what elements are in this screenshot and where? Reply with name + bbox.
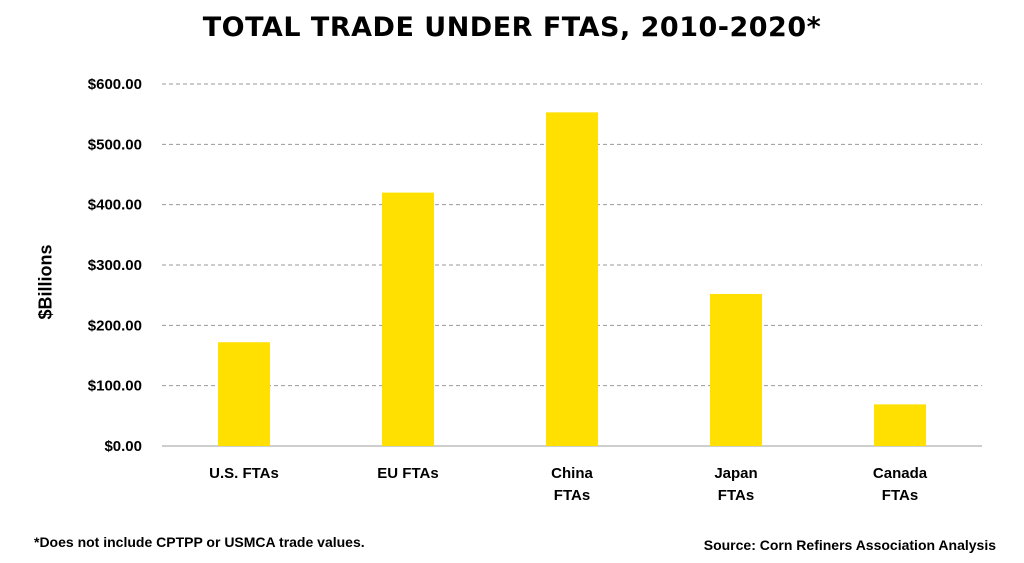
category-labels: U.S. FTAs EU FTAs China FTAs Japan FTAs Canada… (209, 465, 928, 504)
x-tick-label: Japan FTAs (714, 465, 757, 504)
y-tick-labels: $0.00 $100.00 $200.00 $300.00 $400.00 $500.00… (88, 76, 142, 455)
y-tick-label: $500.00 (88, 136, 142, 153)
chart-title: TOTAL TRADE UNDER FTAS, 2010-2020* (202, 12, 822, 43)
footnote: *Does not include CPTPP or USMCA trade v… (34, 534, 365, 550)
y-tick-label: $300.00 (88, 257, 142, 274)
y-tick-label: $100.00 (88, 378, 142, 395)
x-tick-label: China FTAs (551, 465, 593, 504)
bar (546, 112, 598, 447)
y-tick-label: $600.00 (88, 76, 142, 93)
bar (218, 342, 270, 446)
y-tick-label: $200.00 (88, 317, 142, 334)
bar (710, 293, 762, 446)
x-tick-label: U.S. FTAs (209, 465, 279, 482)
y-tick-label: $0.00 (104, 438, 142, 455)
x-tick-label: EU FTAs (377, 465, 438, 482)
bar (382, 192, 434, 446)
bar (874, 404, 926, 446)
y-tick-label: $400.00 (88, 197, 142, 214)
x-tick-label: Canada FTAs (873, 465, 928, 504)
bars (218, 112, 926, 447)
source-note: Source: Corn Refiners Association Analys… (703, 537, 996, 553)
